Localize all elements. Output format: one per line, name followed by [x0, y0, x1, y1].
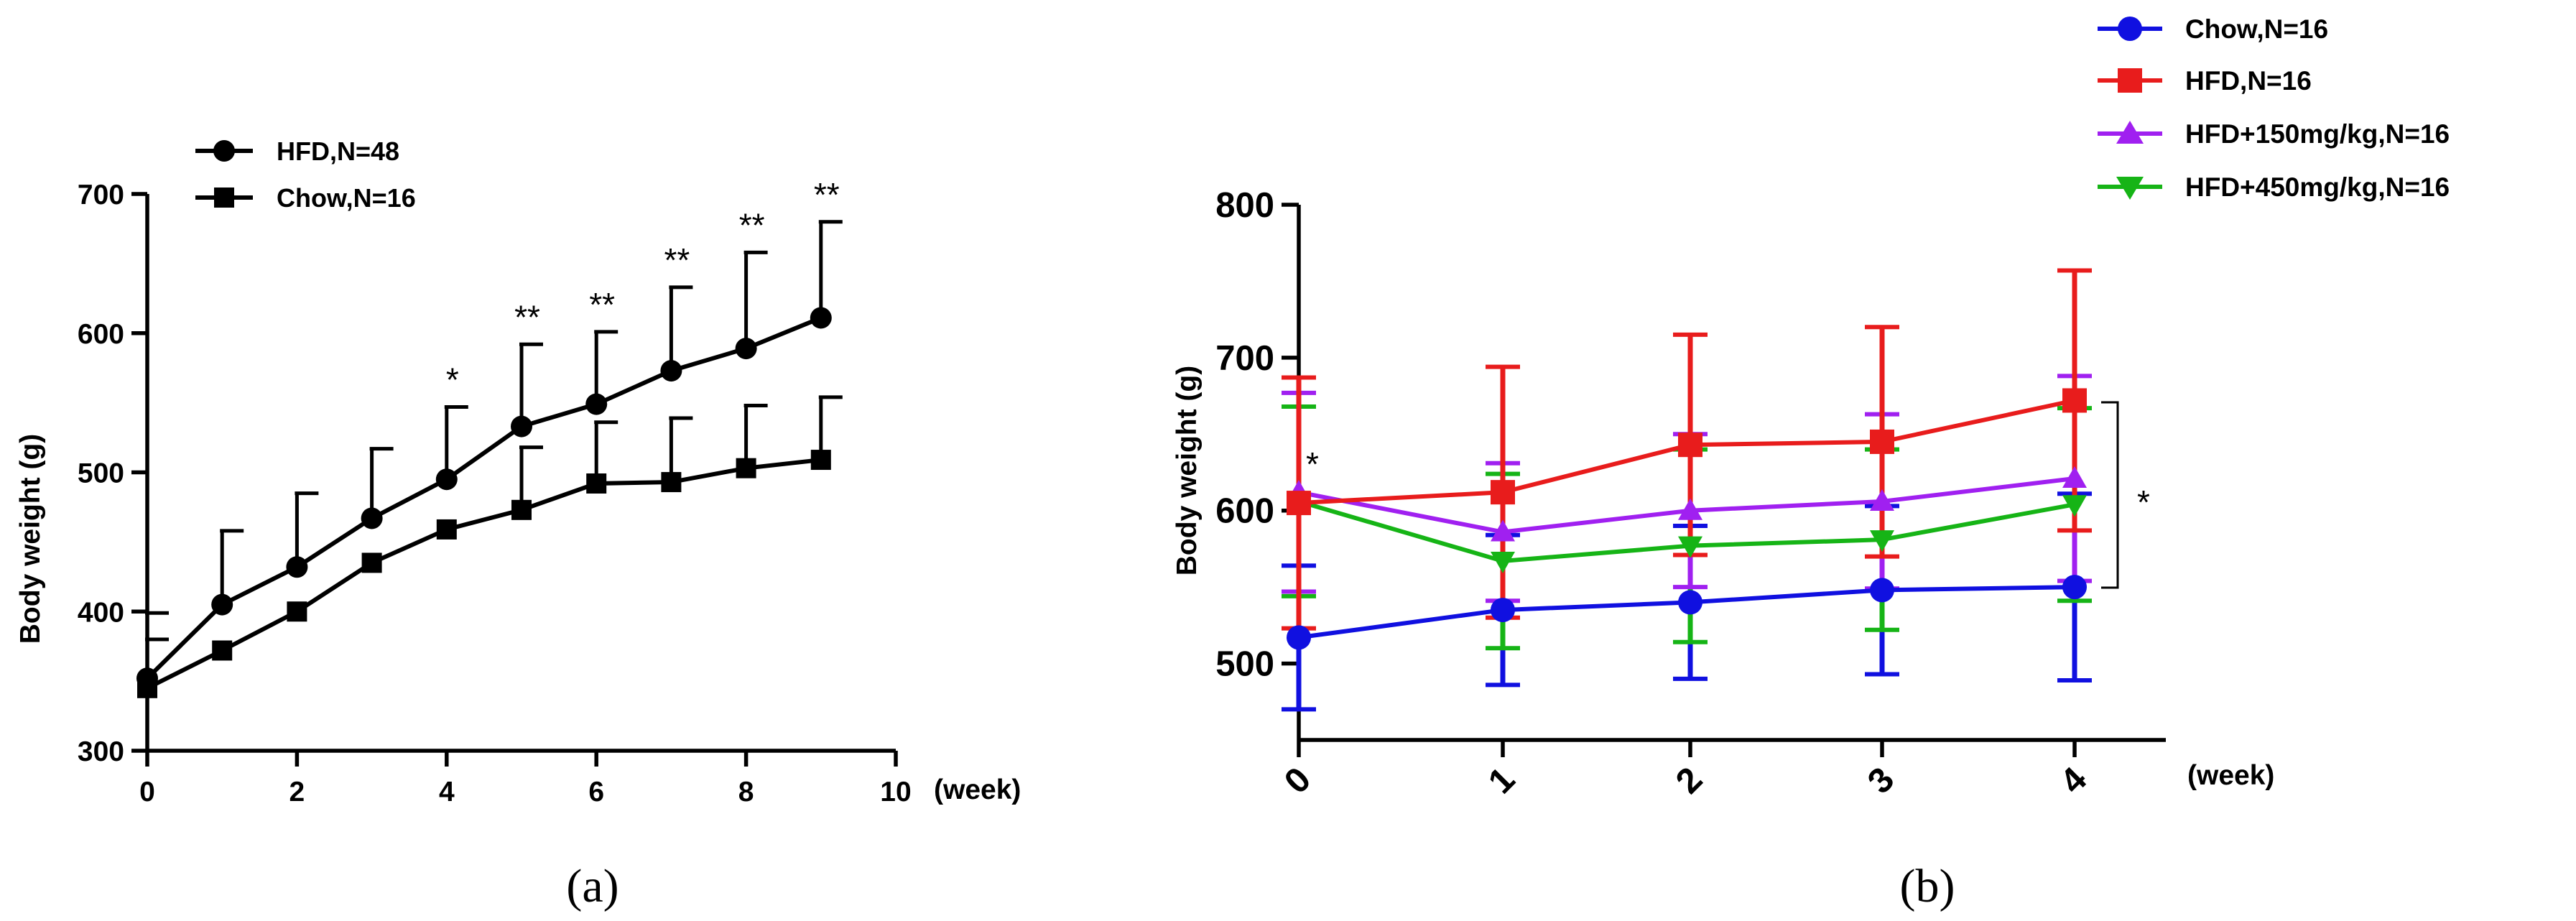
data-point [212, 640, 233, 661]
data-point [137, 677, 157, 698]
series-HFD+450mg/kg,N=16 [1287, 491, 2087, 573]
y-tick-label: 600 [78, 319, 124, 350]
legend-hfd-label: HFD,N=48 [277, 136, 399, 166]
data-point [361, 552, 382, 573]
legend-chow-marker [214, 188, 234, 208]
legend-hfd150-marker [2116, 121, 2144, 144]
data-point [1287, 491, 1311, 516]
data-point [2062, 466, 2087, 489]
series-HFD,N=16 [1287, 388, 2087, 516]
y-tick-label: 700 [78, 180, 124, 210]
data-point [211, 593, 233, 616]
data-point [1678, 536, 1702, 558]
y-tick-label: 400 [78, 597, 124, 628]
data-point [1678, 590, 1702, 615]
data-point [1491, 551, 1515, 573]
chart-b-x-unit: (week) [2187, 760, 2274, 791]
series-HFD+150mg/kg,N=16 [1287, 466, 2087, 542]
y-tick-label: 500 [78, 458, 124, 489]
data-point [2062, 575, 2087, 600]
legend-hfd-marker [213, 140, 235, 162]
data-point [511, 415, 532, 438]
x-tick-label: 4 [2053, 760, 2094, 801]
chart-b-y-label: Body weight (g) [1172, 366, 1203, 575]
x-tick-label: 10 [880, 777, 911, 807]
series-Chow,N=16 [1287, 575, 2087, 650]
data-point [511, 499, 532, 520]
data-point [435, 468, 458, 491]
significance-mark: * [1306, 445, 1319, 483]
data-point [286, 556, 308, 578]
data-point [1287, 625, 1311, 650]
data-point [735, 338, 757, 360]
series-line [146, 458, 822, 690]
legend-chow-label: Chow,N=16 [277, 183, 416, 213]
y-tick-label: 700 [1215, 339, 1274, 378]
data-point [2062, 495, 2087, 517]
significance-mark: ** [814, 176, 840, 213]
significance-mark: ** [514, 298, 540, 335]
data-point [1678, 432, 1702, 458]
legend-hfd450-label: HFD+450mg/kg,N=16 [2185, 172, 2450, 202]
x-tick-label: 8 [738, 777, 754, 807]
data-point [586, 473, 607, 494]
x-tick-label: 0 [1277, 760, 1318, 801]
x-tick-label: 0 [139, 777, 155, 807]
panel-a-label: (a) [566, 860, 618, 912]
data-point [361, 507, 383, 529]
x-tick-label: 6 [588, 777, 604, 807]
significance-mark: * [446, 361, 459, 398]
data-point [1491, 598, 1515, 623]
x-tick-label: 4 [439, 777, 455, 807]
y-tick-label: 500 [1215, 645, 1274, 684]
data-point [585, 393, 608, 415]
data-point [1870, 489, 1894, 511]
chart-b-legend: Chow,N=16 HFD,N=16 HFD+150mg/kg,N=16 HFD… [2098, 14, 2450, 202]
legend-chow-label: Chow,N=16 [2185, 14, 2328, 44]
data-point [661, 472, 682, 493]
chart-b: 500 600 700 800 0 1 2 3 4 * Chow,N=16 HFD,N=16 H… [1172, 14, 2450, 912]
data-point [1870, 578, 1894, 603]
data-point [1491, 519, 1515, 542]
data-point [287, 601, 307, 622]
chart-a-y-label: Body weight (g) [15, 434, 46, 644]
significance-mark: ** [739, 206, 765, 244]
data-point [1678, 498, 1702, 520]
data-point [1491, 480, 1515, 505]
x-tick-label: 3 [1861, 760, 1901, 801]
bracket-significance-mark: * [2137, 483, 2150, 521]
panel-b-label: (b) [1900, 860, 1955, 912]
data-point [1870, 530, 1894, 552]
legend-chow-marker [2118, 17, 2142, 41]
chart-a-x-unit: (week) [934, 774, 1021, 805]
data-point [660, 360, 682, 382]
data-point [810, 307, 832, 329]
significance-mark: ** [589, 286, 615, 323]
legend-hfd-label: HFD,N=16 [2185, 66, 2312, 96]
x-tick-label: 2 [289, 777, 305, 807]
series-HFD,N=48 [136, 220, 843, 690]
legend-hfd150-label: HFD+150mg/kg,N=16 [2185, 119, 2450, 149]
data-point [810, 450, 831, 471]
data-point [736, 458, 756, 478]
x-tick-label: 2 [1669, 760, 1710, 801]
y-tick-label: 600 [1215, 492, 1274, 531]
legend-hfd-marker [2118, 68, 2142, 93]
series-line [145, 315, 822, 680]
series-Chow,N=16 [137, 395, 843, 698]
data-point [2062, 388, 2087, 413]
y-tick-label: 800 [1215, 186, 1274, 225]
significance-bracket [2101, 401, 2119, 589]
series-errorbars-HFD+150mg/kg,N=16 [1282, 374, 2092, 603]
y-tick-label: 300 [78, 736, 124, 767]
chart-a-legend: HFD,N=48 Chow,N=16 [195, 136, 416, 213]
data-point [436, 519, 457, 540]
legend-hfd450-marker [2116, 177, 2144, 200]
significance-mark: ** [664, 241, 690, 279]
x-tick-label: 1 [1481, 760, 1522, 801]
data-point [1870, 429, 1894, 454]
